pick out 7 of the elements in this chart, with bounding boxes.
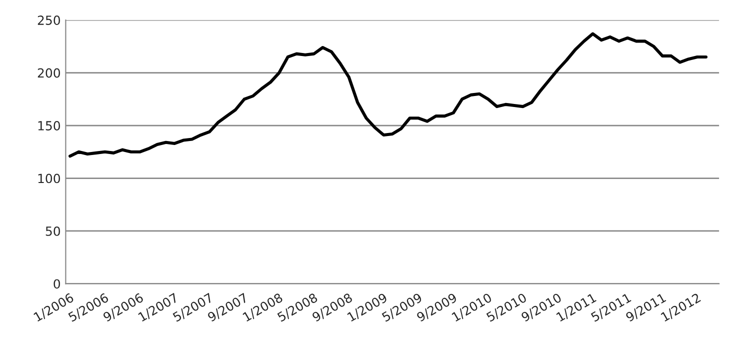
y-tick-label: 100 — [38, 174, 60, 184]
y-tick-label: 200 — [38, 68, 60, 78]
line-series — [68, 32, 708, 158]
y-tick-label: 0 — [54, 279, 60, 289]
y-tick-label: 50 — [46, 226, 60, 236]
y-tick-label: 250 — [38, 16, 60, 25]
y-tick-label: 150 — [38, 121, 60, 130]
